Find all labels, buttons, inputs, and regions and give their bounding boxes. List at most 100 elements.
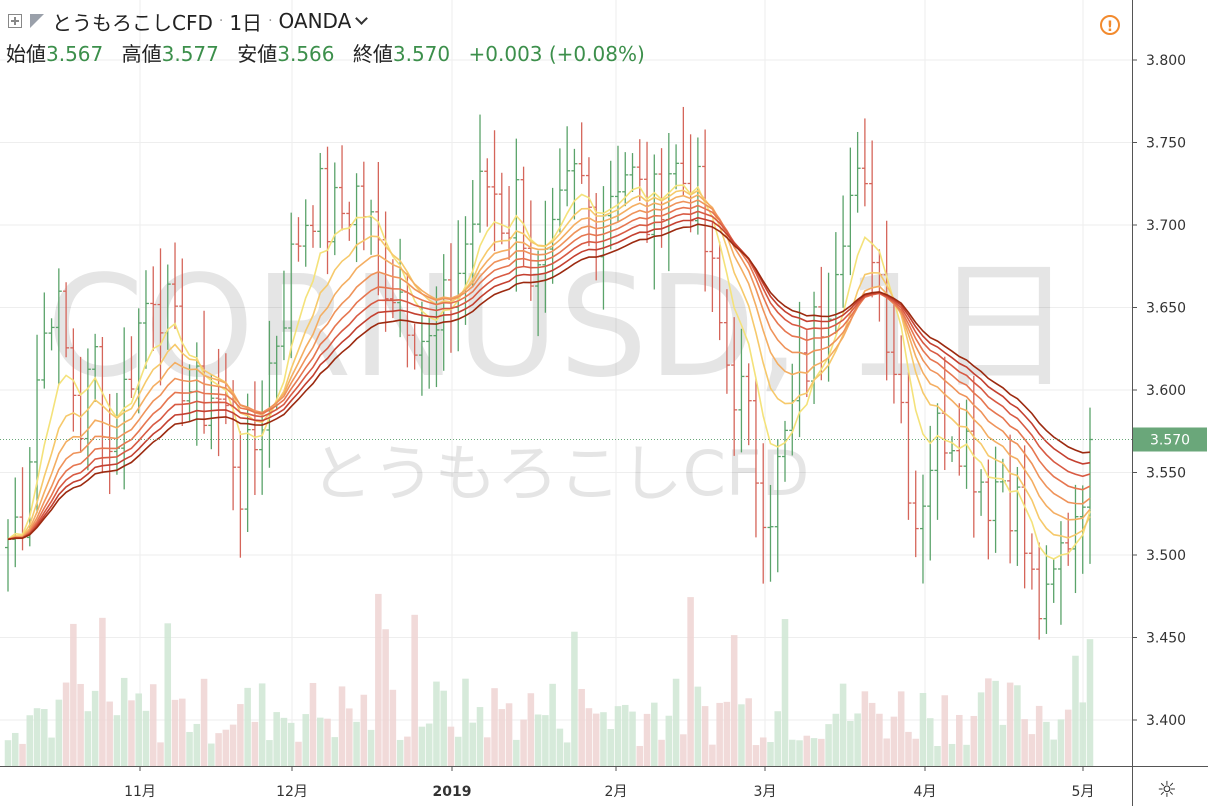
plus-box-icon[interactable] [8, 14, 22, 28]
volume-bar [890, 716, 898, 766]
volume-bar [941, 695, 949, 766]
volume-bar [433, 681, 440, 766]
volume-bar [106, 701, 113, 766]
volume-bar [324, 718, 331, 766]
interval[interactable]: 1日 [229, 10, 263, 35]
volume-bar [77, 683, 84, 766]
volume-bar [266, 740, 273, 766]
volume-bar [440, 690, 447, 766]
volume-bar [542, 715, 549, 766]
volume-bar [651, 702, 658, 766]
volume-bar [113, 715, 121, 766]
volume-bar [128, 700, 135, 766]
volume-bar [469, 722, 477, 766]
volume-bar [926, 718, 934, 766]
volume-bar [839, 683, 847, 766]
volume-bar [157, 742, 164, 766]
volume-bar [26, 715, 34, 766]
volume-bar [171, 699, 179, 766]
volume-bar [687, 597, 694, 766]
volume-bar [818, 738, 825, 766]
volume-bar [41, 709, 48, 766]
volume-bar [600, 712, 607, 766]
volume-bar [585, 708, 593, 766]
volume-bar [825, 724, 832, 766]
open-label: 始値 [6, 42, 46, 66]
volume-bar [847, 720, 854, 766]
volume-bar [905, 731, 912, 766]
y-tick-label: 3.650 [1146, 301, 1186, 317]
volume-bar [752, 745, 760, 766]
volume-bar [1014, 685, 1021, 766]
gear-icon[interactable]: ☼ [1157, 778, 1177, 803]
volume-bar [99, 617, 106, 766]
volume-bar [244, 687, 251, 766]
volume-bar [280, 717, 288, 766]
y-tick-label: 3.750 [1146, 136, 1186, 152]
plot-area[interactable] [0, 0, 1132, 766]
y-tick-label: 3.500 [1146, 548, 1186, 564]
volume-bar [643, 713, 651, 766]
low-value: 3.566 [277, 42, 335, 66]
low-label: 安値 [237, 42, 278, 66]
volume-bar [208, 743, 215, 766]
volume-bar [934, 745, 941, 766]
volume-bar [404, 736, 411, 766]
ma-ribbon-line [7, 204, 1091, 541]
volume-bar [672, 678, 680, 766]
volume-bar [534, 714, 542, 766]
volume-bar [999, 724, 1007, 766]
volume-bar [476, 707, 484, 766]
volume-bar [222, 729, 230, 766]
volume-bar [505, 703, 513, 766]
volume-bar [549, 683, 556, 766]
ma-ribbon-line [7, 189, 1091, 541]
volume-bar [135, 693, 142, 766]
close-label: 終値 [352, 42, 393, 66]
volume-bar [389, 689, 397, 766]
volume-bar [919, 693, 927, 766]
volume-bar [563, 742, 571, 766]
volume-bar [694, 686, 702, 766]
volume-bar [701, 706, 709, 766]
ma-ribbon-line [7, 223, 1091, 541]
volume-bar [1079, 702, 1087, 766]
ma-ribbon-line [7, 216, 1091, 541]
volume-bar [11, 732, 19, 766]
volume-bar [977, 692, 985, 766]
high-value: 3.577 [161, 42, 219, 66]
volume-bar [803, 735, 811, 766]
last-price-label: 3.570 [1150, 433, 1190, 449]
volume-bar [948, 743, 956, 766]
volume-bar [498, 709, 506, 766]
volume-bar [164, 623, 172, 766]
volume-bar [258, 683, 266, 766]
volume-bar [912, 738, 919, 766]
volume-bar [658, 739, 665, 766]
volume-bar [789, 739, 796, 766]
volume-bar [629, 711, 636, 766]
warning-icon[interactable]: ! [1100, 15, 1120, 35]
x-tick-label: 12月 [276, 784, 308, 800]
chevron-down-icon[interactable] [355, 11, 369, 25]
volume-bar [730, 635, 738, 766]
volume-bar [571, 631, 578, 766]
volume-bar [447, 726, 455, 766]
volume-bar [62, 682, 70, 766]
volume-bar [462, 678, 469, 766]
volume-bar [186, 731, 193, 766]
flag-icon[interactable] [30, 14, 44, 28]
volume-bar [1050, 739, 1057, 766]
x-tick-label: 5月 [1072, 784, 1095, 800]
change-value: +0.003 (+0.08%) [468, 42, 645, 66]
volume-bar [868, 702, 876, 766]
volume-bar [883, 738, 890, 766]
data-source[interactable]: OANDA [278, 9, 352, 33]
volume-bar [4, 740, 12, 766]
symbol-name[interactable]: とうもろこしCFD [52, 10, 213, 35]
volume-bar [346, 708, 353, 766]
volume-bar [1086, 639, 1094, 766]
volume-bar [854, 713, 861, 766]
volume-bar [179, 698, 186, 766]
